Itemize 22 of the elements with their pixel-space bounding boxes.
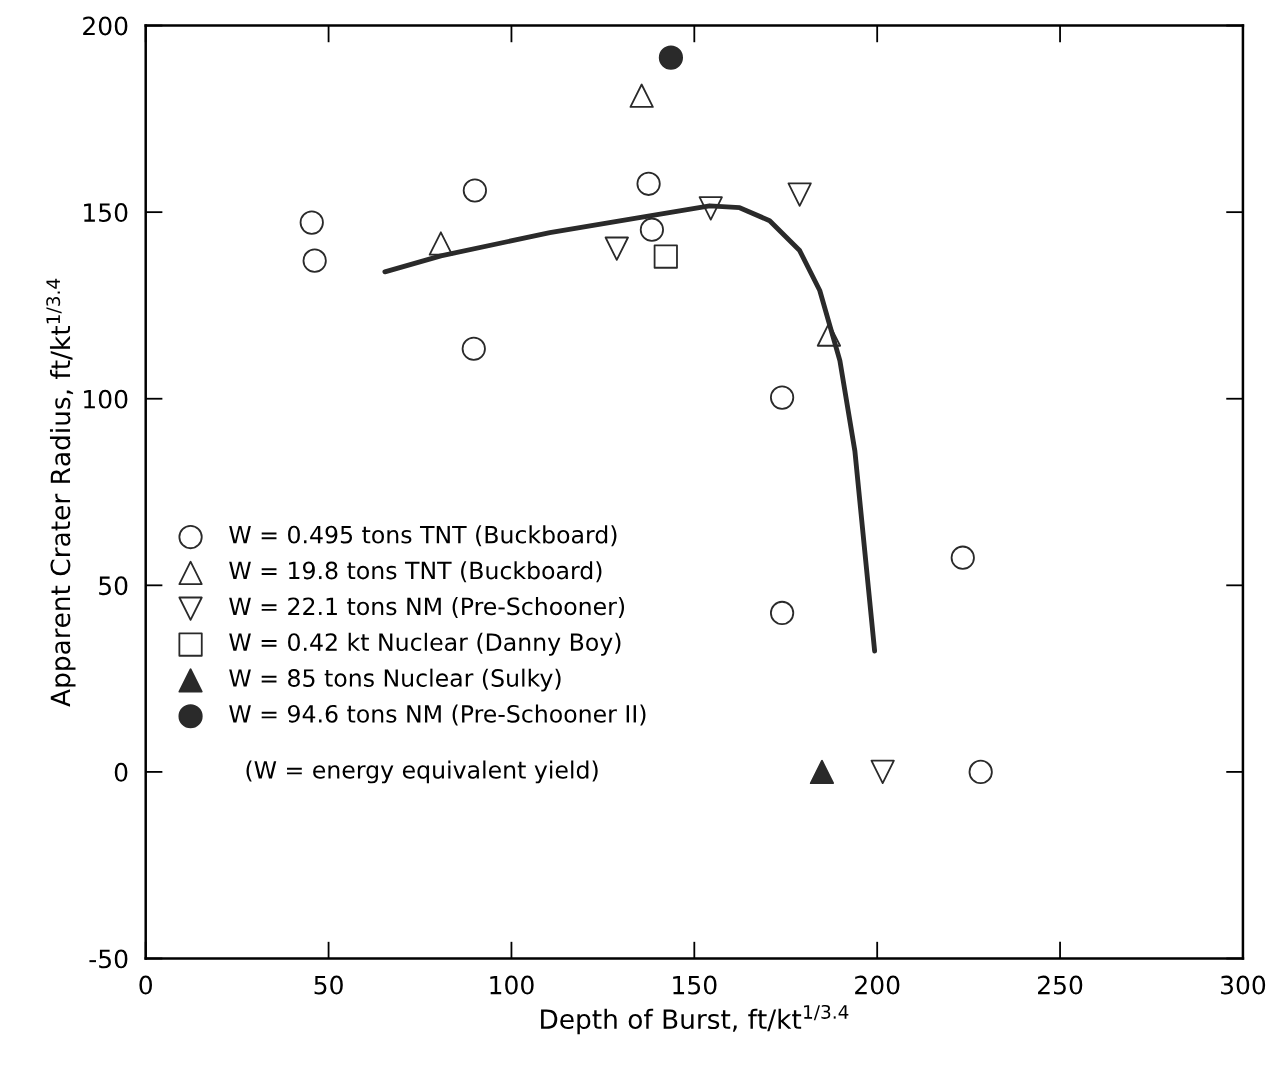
y-tick-label: 50 [99, 576, 128, 596]
legend-label: W = 0.495 tons TNT (Buckboard) [229, 525, 617, 547]
y-tick-label: 0 [114, 762, 128, 782]
x-tick-label: 100 [490, 975, 534, 995]
y-tick-label: -50 [89, 949, 128, 969]
x-tick-label: 50 [314, 975, 343, 995]
x-tick-label: 250 [1038, 975, 1083, 995]
legend-label: W = 85 tons Nuclear (Sulky) [229, 668, 561, 692]
legend-label: W = 0.42 kt Nuclear (Danny Boy) [229, 632, 621, 656]
y-tick-label: 150 [84, 203, 128, 222]
y-tick-label: 100 [84, 389, 128, 409]
x-tick-label: 150 [673, 975, 717, 995]
y-axis-title: Apparent Crater Radius, ft/kt$^{1/3.4}$ [46, 278, 76, 707]
x-tick-label: 200 [855, 975, 900, 995]
legend-label: W = 22.1 tons NM (Pre-Schooner) [229, 596, 625, 619]
legend-label: W = 94.6 tons NM (Pre-Schooner II) [229, 704, 646, 726]
x-tick-label: 0 [139, 975, 152, 995]
x-axis-title: Depth of Burst, ft/kt$^{1/3.4}$ [541, 1004, 849, 1035]
y-tick-label: 200 [83, 16, 128, 36]
legend-label: W = 19.8 tons TNT (Buckboard) [229, 561, 602, 583]
x-tick-label: 300 [1220, 975, 1266, 995]
annotation: (W = energy equivalent yield) [246, 760, 598, 784]
